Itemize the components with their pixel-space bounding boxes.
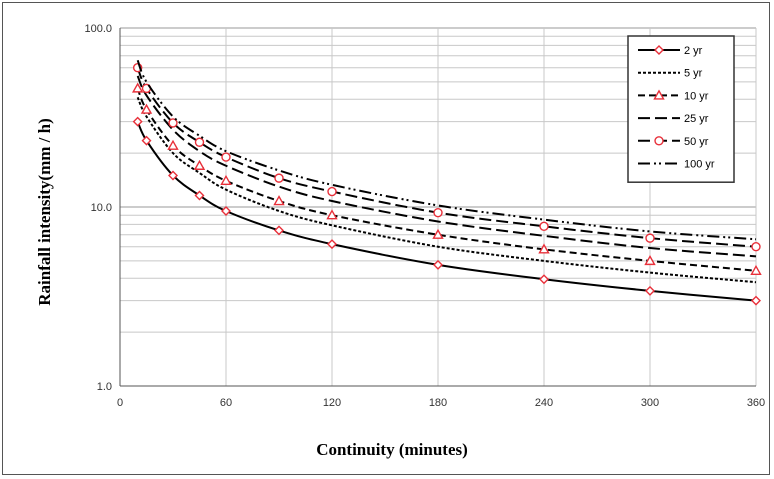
data-point [274, 225, 284, 236]
x-tick-label: 240 [535, 397, 553, 409]
data-point [538, 243, 550, 254]
data-point [432, 228, 444, 239]
data-point [751, 295, 761, 306]
legend-entry: 5 yr [638, 68, 703, 80]
data-point [194, 137, 205, 147]
data-point [131, 82, 144, 93]
legend-entry: 100 yr [638, 159, 715, 171]
legend-marker [653, 89, 665, 100]
data-point [141, 135, 152, 146]
x-axis-title: Continuity (minutes) [316, 440, 468, 459]
legend-label: 2 yr [684, 45, 703, 57]
legend-box [627, 35, 735, 183]
legend-label: 25 yr [684, 113, 709, 125]
data-point [274, 173, 284, 183]
legend-marker [654, 45, 664, 55]
series-line [136, 67, 757, 248]
legend-label: 5 yr [684, 68, 703, 80]
data-point [273, 195, 285, 206]
data-point [645, 285, 655, 296]
data-point [221, 205, 231, 216]
y-tick-label: 1.0 [97, 381, 112, 393]
y-tick-label: 100.0 [84, 23, 112, 35]
y-tick-label: 10.0 [91, 202, 112, 214]
legend-entry: 25 yr [638, 113, 709, 125]
data-point [220, 174, 232, 186]
x-tick-label: 60 [220, 397, 232, 409]
data-point [193, 159, 206, 170]
data-point [645, 233, 655, 243]
series-line [136, 75, 757, 258]
x-tick-label: 120 [323, 397, 341, 409]
x-tick-label: 0 [117, 397, 123, 409]
data-point [750, 264, 762, 276]
legend-label: 100 yr [684, 159, 715, 171]
data-point [327, 239, 337, 250]
data-point [132, 116, 143, 127]
legend-label: 10 yr [684, 90, 709, 102]
legend: 2 yr 5 yr 10 yr 25 yr 50 yr 100 yr [627, 35, 735, 183]
data-point [751, 242, 761, 252]
y-axis-title: Rainfall intensity(mm / h) [35, 118, 54, 305]
data-point [168, 118, 178, 128]
data-point [326, 209, 338, 220]
legend-entry: 10 yr [638, 89, 709, 102]
x-tick-label: 360 [747, 397, 765, 409]
legend-entry: 50 yr [638, 136, 709, 148]
series-100-yr [136, 59, 757, 241]
data-point [433, 259, 443, 270]
legend-marker [654, 136, 664, 146]
x-tick-label: 180 [429, 397, 447, 409]
series-line [136, 59, 757, 241]
x-tick-label: 300 [641, 397, 659, 409]
data-point [167, 139, 179, 150]
data-point [644, 254, 656, 266]
data-point [433, 207, 443, 218]
data-point [168, 170, 178, 181]
data-point [194, 190, 205, 201]
data-point [539, 221, 549, 232]
series-2-yr [132, 116, 761, 306]
data-point [327, 186, 337, 197]
series-line [136, 87, 757, 272]
series-layer [131, 59, 762, 306]
series-25-yr [136, 75, 757, 258]
legend-entry: 2 yr [638, 45, 703, 57]
data-point [221, 152, 231, 162]
series-10-yr [131, 82, 762, 276]
legend-label: 50 yr [684, 136, 709, 148]
axes-layer: 0 60 120 180 240 300 360 1.0 10.0 100.0 [84, 23, 765, 409]
data-point [140, 103, 153, 114]
data-point [539, 274, 549, 285]
